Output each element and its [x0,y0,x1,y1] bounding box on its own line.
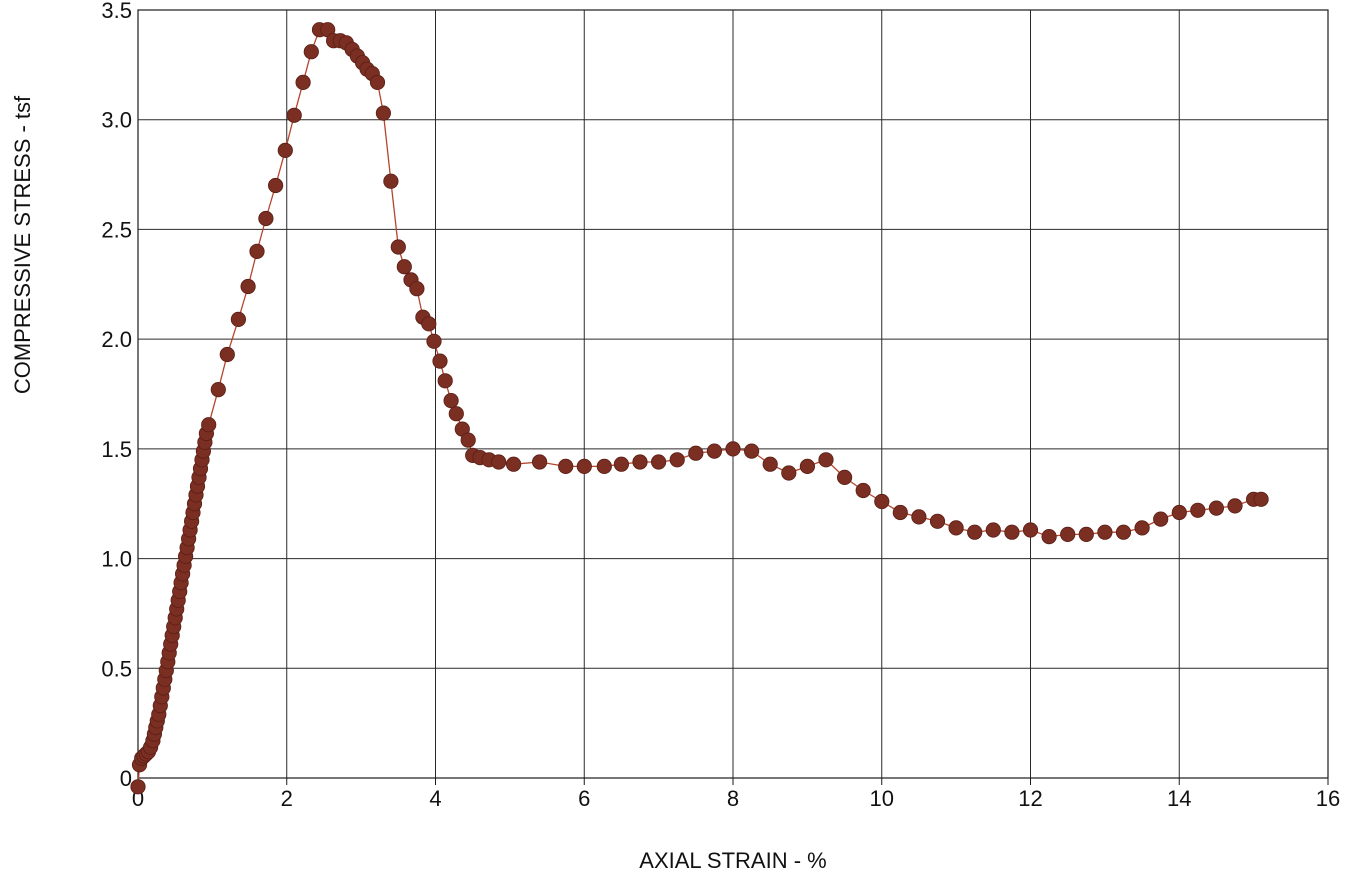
x-tick-label: 14 [1167,786,1191,811]
data-point-70 [396,259,412,275]
x-axis-title: AXIAL STRAIN - % [639,848,826,873]
data-points [130,22,1269,795]
data-point-86 [505,456,522,472]
data-point-123 [1208,500,1225,516]
x-tick-label: 2 [281,786,293,811]
y-tick-label: 3.5 [101,0,132,23]
data-point-87 [531,454,548,470]
x-tick-label: 16 [1316,786,1340,811]
data-point-75 [426,333,442,349]
data-point-101 [799,458,816,474]
data-point-51 [267,177,284,194]
data-point-98 [743,443,760,459]
data-point-91 [613,456,630,472]
y-tick-label: 0 [120,766,132,791]
y-tick-label: 1.5 [101,437,132,462]
data-point-44 [201,417,217,433]
data-point-77 [437,373,453,389]
data-point-106 [892,504,908,521]
data-point-89 [576,458,592,474]
data-point-107 [911,509,927,525]
data-point-76 [432,353,448,369]
data-point-72 [409,281,425,297]
data-point-67 [375,105,391,121]
data-point-95 [688,445,704,461]
data-point-88 [558,458,574,474]
data-point-0 [130,779,146,795]
y-tick-label: 3.0 [101,108,132,133]
data-point-79 [448,406,464,422]
data-point-47 [230,311,246,327]
data-point-78 [443,392,459,409]
data-point-103 [836,469,853,485]
data-point-66 [369,74,386,91]
data-point-50 [258,210,274,227]
data-point-96 [706,443,723,459]
data-point-53 [286,107,302,123]
data-point-100 [781,465,797,481]
data-point-45 [210,381,226,398]
data-point-126 [1253,491,1269,507]
y-axis-ticks: 0 0.5 1.0 1.5 2.0 2.5 3.0 3.5 [101,0,132,791]
data-point-92 [632,454,648,470]
x-tick-label: 12 [1018,786,1042,811]
data-point-112 [1004,524,1020,540]
data-point-118 [1115,524,1132,540]
data-point-102 [818,452,834,468]
data-point-105 [874,493,890,510]
y-axis-title: COMPRESSIVE STRESS - tsf [10,95,35,394]
data-point-49 [249,243,265,259]
x-tick-label: 10 [870,786,894,811]
data-point-48 [240,278,256,295]
data-point-55 [303,44,319,60]
data-point-110 [967,524,983,540]
data-point-85 [491,454,507,470]
data-point-97 [725,441,741,457]
data-point-68 [383,173,399,189]
data-point-94 [669,452,685,468]
data-point-54 [295,74,311,91]
y-tick-label: 0.5 [101,656,132,681]
data-point-104 [855,482,871,499]
x-tick-label: 8 [727,786,739,811]
data-point-120 [1153,511,1169,527]
data-point-81 [460,432,476,448]
data-point-46 [219,346,235,363]
data-point-116 [1078,526,1094,543]
data-point-114 [1041,528,1057,545]
data-point-52 [277,142,293,158]
data-point-99 [762,456,778,472]
data-point-117 [1097,524,1113,540]
data-point-74 [421,316,437,332]
data-point-108 [929,513,946,529]
data-point-93 [650,454,667,470]
data-point-115 [1060,526,1076,543]
data-point-119 [1134,520,1150,536]
data-point-113 [1022,522,1039,538]
x-tick-label: 4 [429,786,441,811]
y-tick-label: 1.0 [101,547,132,572]
data-point-124 [1227,498,1243,514]
data-point-109 [948,520,964,536]
y-tick-label: 2.0 [101,327,132,352]
data-point-121 [1171,504,1187,521]
x-tick-label: 6 [578,786,590,811]
data-point-69 [390,239,406,255]
data-point-122 [1190,502,1206,518]
data-point-90 [596,458,612,474]
y-tick-label: 2.5 [101,217,132,242]
data-point-111 [985,522,1001,538]
